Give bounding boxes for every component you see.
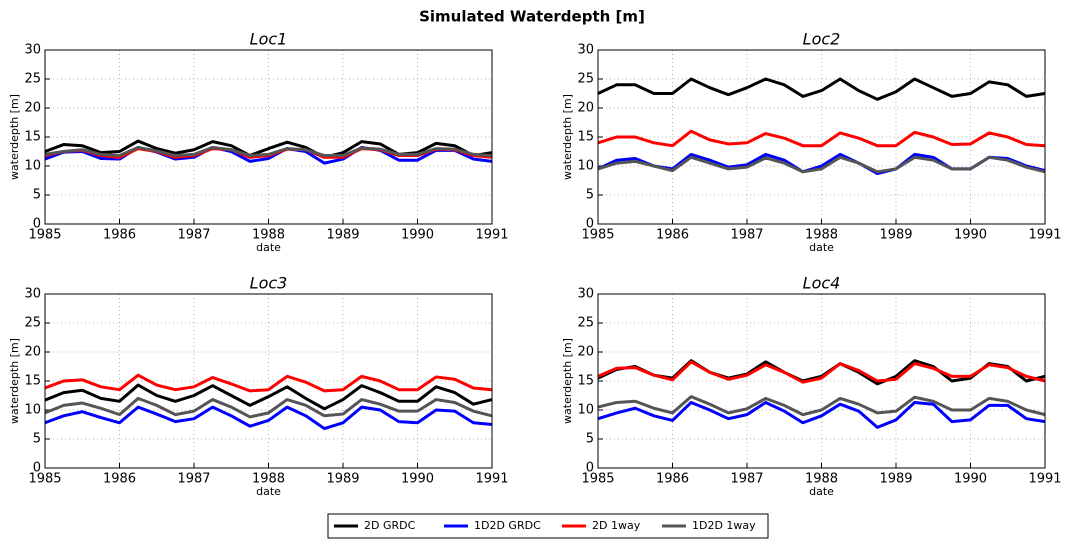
subplot-title: Loc3 [250,274,288,293]
y-tick-label: 5 [33,188,41,203]
y-tick-label: 10 [577,403,594,418]
x-tick-label: 1986 [656,472,689,487]
x-tick-label: 1990 [401,472,434,487]
x-tick-label: 1990 [954,472,987,487]
x-tick-label: 1991 [1028,228,1061,243]
y-tick-label: 5 [33,432,41,447]
x-axis-label: date [256,241,281,254]
series-line [44,383,493,411]
y-tick-label: 15 [577,130,594,145]
legend-label: 1D2D 1way [692,519,756,532]
series-line [44,396,493,419]
series-line [597,395,1046,417]
legend [327,513,769,539]
y-tick-label: 15 [24,374,41,389]
legend-label: 2D GRDC [364,519,416,532]
series-line [44,145,493,158]
x-tick-label: 1991 [1028,472,1061,487]
x-axis-label: date [809,485,834,498]
plot-frame [597,49,1046,225]
y-tick-label: 5 [586,188,594,203]
x-tick-label: 1989 [879,472,912,487]
y-tick-label: 20 [24,101,41,116]
y-tick-label: 15 [24,130,41,145]
y-axis-label: waterdepth [m] [561,94,574,180]
x-tick-label: 1991 [475,228,508,243]
y-tick-label: 30 [577,43,594,58]
series-line [44,405,493,431]
x-tick-label: 1986 [103,228,136,243]
x-tick-label: 1986 [656,228,689,243]
x-tick-label: 1987 [730,472,763,487]
y-tick-label: 0 [33,217,41,232]
y-tick-label: 0 [33,461,41,476]
x-tick-label: 1989 [879,228,912,243]
y-tick-label: 20 [577,345,594,360]
series-line [597,155,1046,174]
y-tick-label: 30 [24,287,41,302]
y-tick-label: 25 [24,316,41,331]
y-tick-label: 30 [24,43,41,58]
subplot-title: Loc1 [250,30,288,49]
legend-label: 1D2D GRDC [474,519,541,532]
y-tick-label: 25 [577,316,594,331]
x-axis-label: date [809,241,834,254]
x-tick-label: 1988 [252,228,285,243]
y-tick-label: 15 [577,374,594,389]
subplot-title: Loc4 [803,274,841,293]
legend-label: 2D 1way [592,519,641,532]
x-tick-label: 1987 [177,228,210,243]
plot-frame [44,293,493,469]
series-line [597,129,1046,148]
x-tick-label: 1985 [581,472,614,487]
x-axis-label: date [256,485,281,498]
x-tick-label: 1990 [401,228,434,243]
figure-title: Simulated Waterdepth [m] [419,8,645,26]
y-tick-label: 25 [577,72,594,87]
x-tick-label: 1991 [475,472,508,487]
x-tick-label: 1987 [730,228,763,243]
y-axis-label: waterdepth [m] [561,338,574,424]
x-tick-label: 1988 [805,228,838,243]
y-tick-label: 10 [24,403,41,418]
y-tick-label: 10 [577,159,594,174]
x-tick-label: 1985 [28,228,61,243]
x-tick-label: 1988 [252,472,285,487]
series-line [597,360,1046,384]
y-tick-label: 20 [577,101,594,116]
plot-frame [597,293,1046,469]
y-tick-label: 25 [24,72,41,87]
y-tick-label: 5 [586,432,594,447]
y-tick-label: 20 [24,345,41,360]
x-tick-label: 1990 [954,228,987,243]
series-line [597,400,1046,429]
y-tick-label: 30 [577,287,594,302]
subplot-title: Loc2 [803,30,841,49]
x-tick-label: 1985 [581,228,614,243]
y-axis-label: waterdepth [m] [8,338,21,424]
x-tick-label: 1987 [177,472,210,487]
series-line [44,139,493,159]
y-axis-label: waterdepth [m] [8,94,21,180]
series-line [44,145,493,165]
series-line [44,373,493,393]
series-line [597,77,1046,101]
x-tick-label: 1989 [326,228,359,243]
x-tick-label: 1988 [805,472,838,487]
x-tick-label: 1985 [28,472,61,487]
plot-frame [44,49,493,225]
x-tick-label: 1989 [326,472,359,487]
y-tick-label: 10 [24,159,41,174]
x-tick-label: 1986 [103,472,136,487]
y-tick-label: 0 [586,461,594,476]
y-tick-label: 0 [586,217,594,232]
